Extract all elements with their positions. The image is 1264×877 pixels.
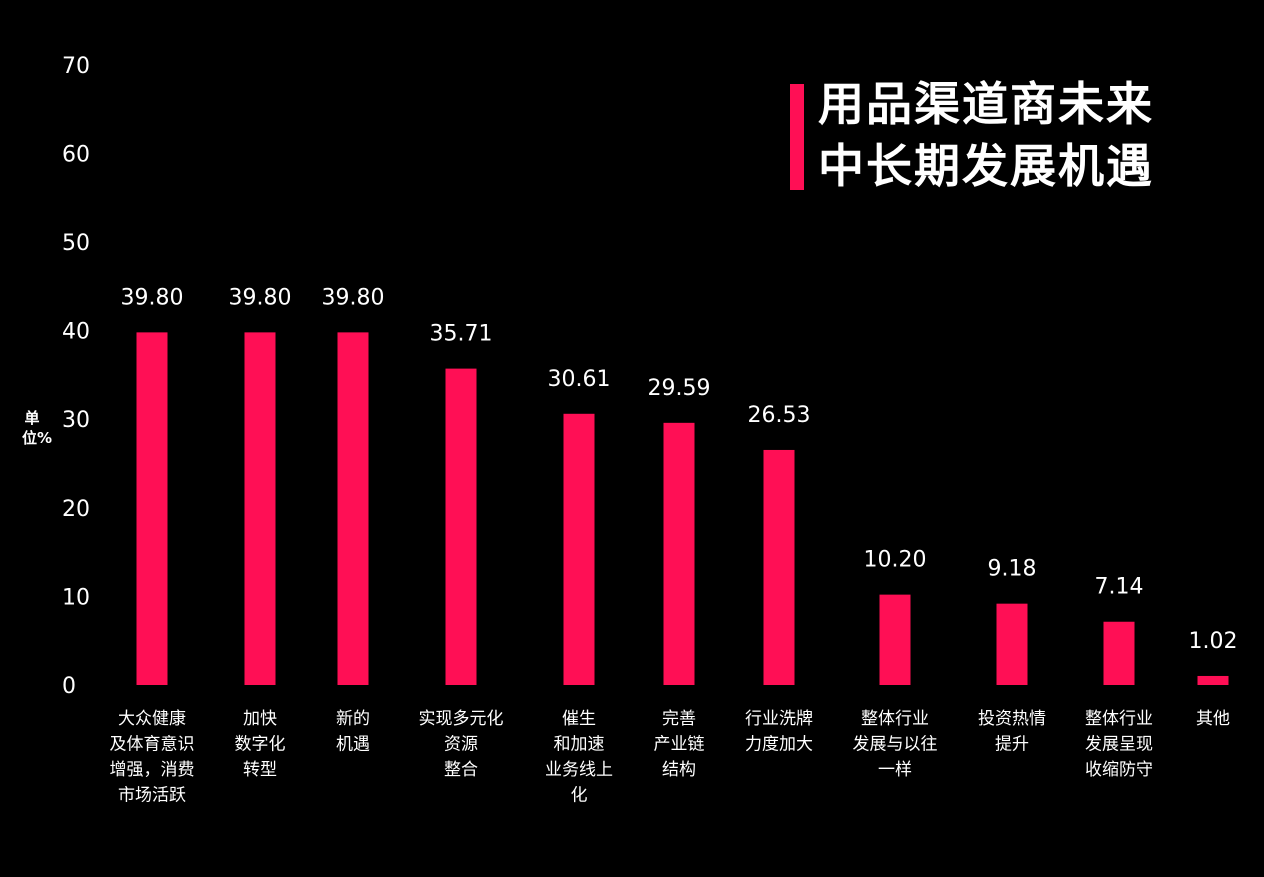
y-tick-label-40: 40 — [62, 320, 90, 345]
x-category-label-1-line-2: 转型 — [243, 760, 277, 780]
bar-value-label-4: 30.61 — [548, 367, 611, 392]
x-category-label-6-line-0: 行业洗牌 — [745, 709, 813, 729]
x-category-label-6-line-1: 力度加大 — [745, 735, 813, 755]
x-category-label-2-line-1: 机遇 — [336, 735, 370, 755]
x-category-label-8-line-0: 投资热情 — [978, 709, 1046, 729]
x-category-label-10-line-0: 其他 — [1196, 709, 1230, 729]
x-category-label-5-line-2: 结构 — [662, 760, 696, 780]
y-tick-label-30: 30 — [62, 408, 90, 433]
x-category-label-3-line-1: 资源 — [444, 735, 478, 755]
x-category-label-0-line-0: 大众健康 — [118, 709, 186, 729]
x-category-label-1-line-0: 加快 — [243, 709, 277, 729]
x-axis-labels: 大众健康及体育意识增强，消费市场活跃加快数字化转型新的机遇实现多元化资源整合催生… — [110, 709, 1231, 806]
bar-6 — [763, 449, 795, 685]
x-category-label-0: 大众健康及体育意识增强，消费市场活跃 — [110, 709, 195, 806]
bar-value-label-6: 26.53 — [748, 403, 811, 428]
y-tick-label-70: 70 — [62, 54, 90, 79]
y-tick-label-50: 50 — [62, 231, 90, 256]
x-category-label-9-line-0: 整体行业 — [1085, 709, 1153, 729]
y-axis-unit-label: 单位% — [22, 409, 53, 447]
x-category-label-3-line-2: 整合 — [444, 760, 478, 780]
bar-value-label-9: 7.14 — [1095, 575, 1144, 600]
x-category-label-5-line-1: 产业链 — [654, 735, 705, 755]
chart-title-line-1: 用品渠道商未来 — [818, 77, 1154, 131]
y-tick-label-60: 60 — [62, 142, 90, 167]
x-category-label-1-line-1: 数字化 — [235, 735, 286, 755]
x-category-label-7-line-2: 一样 — [878, 760, 912, 780]
bar-value-label-10: 1.02 — [1189, 629, 1238, 654]
bar-1 — [244, 332, 276, 685]
x-category-label-10: 其他 — [1196, 709, 1230, 729]
x-category-label-6: 行业洗牌力度加大 — [745, 709, 813, 755]
value-labels: 39.80 39.80 39.80 35.71 30.61 29.59 26.53 10.20… — [121, 285, 1238, 654]
y-axis: 0 10 20 30 40 50 60 70 — [62, 54, 90, 699]
bar-5 — [663, 422, 695, 685]
x-category-label-3: 实现多元化资源整合 — [419, 709, 504, 780]
bar-8 — [996, 603, 1028, 685]
x-category-label-4: 催生和加速业务线上化 — [545, 709, 613, 806]
x-category-label-8-line-1: 提升 — [995, 735, 1029, 755]
x-category-label-0-line-3: 市场活跃 — [118, 786, 186, 806]
bar-value-label-1: 39.80 — [229, 285, 292, 310]
x-category-label-4-line-1: 和加速 — [554, 735, 605, 755]
bars — [136, 332, 1229, 685]
bar-value-label-8: 9.18 — [988, 557, 1037, 582]
bar-10 — [1197, 675, 1229, 685]
bar-value-label-7: 10.20 — [864, 548, 927, 573]
title-accent-bar — [790, 84, 804, 190]
y-tick-label-10: 10 — [62, 585, 90, 610]
x-category-label-9-line-1: 发展呈现 — [1085, 735, 1153, 755]
y-tick-label-20: 20 — [62, 497, 90, 522]
y-tick-label-0: 0 — [62, 674, 76, 699]
x-category-label-8: 投资热情提升 — [978, 709, 1046, 755]
x-category-label-9-line-2: 收缩防守 — [1085, 760, 1153, 780]
x-category-label-5-line-0: 完善 — [662, 709, 696, 729]
chart-title-line-2: 中长期发展机遇 — [818, 139, 1154, 193]
bar-9 — [1103, 621, 1135, 685]
bar-value-label-5: 29.59 — [648, 376, 711, 401]
x-category-label-7: 整体行业发展与以往一样 — [853, 709, 938, 780]
bar-value-label-3: 35.71 — [430, 322, 493, 347]
bar-4 — [563, 413, 595, 685]
bar-2 — [337, 332, 369, 685]
bar-value-label-2: 39.80 — [322, 285, 385, 310]
bar-0 — [136, 332, 168, 685]
x-category-label-2-line-0: 新的 — [336, 709, 370, 729]
x-category-label-4-line-0: 催生 — [562, 709, 596, 729]
x-category-label-4-line-2: 业务线上 — [545, 760, 613, 780]
x-category-label-9: 整体行业发展呈现收缩防守 — [1085, 709, 1153, 780]
x-category-label-7-line-1: 发展与以往 — [853, 735, 938, 755]
x-category-label-4-line-3: 化 — [571, 786, 588, 806]
x-category-label-2: 新的机遇 — [336, 709, 370, 755]
x-category-label-1: 加快数字化转型 — [235, 709, 286, 780]
x-category-label-7-line-0: 整体行业 — [861, 709, 929, 729]
bar-3 — [445, 368, 477, 685]
bar-value-label-0: 39.80 — [121, 285, 184, 310]
x-category-label-3-line-0: 实现多元化 — [419, 709, 504, 729]
x-category-label-0-line-1: 及体育意识 — [110, 735, 195, 755]
bar-7 — [879, 594, 911, 685]
x-category-label-0-line-2: 增强，消费 — [110, 760, 195, 780]
x-category-label-5: 完善产业链结构 — [654, 709, 705, 780]
